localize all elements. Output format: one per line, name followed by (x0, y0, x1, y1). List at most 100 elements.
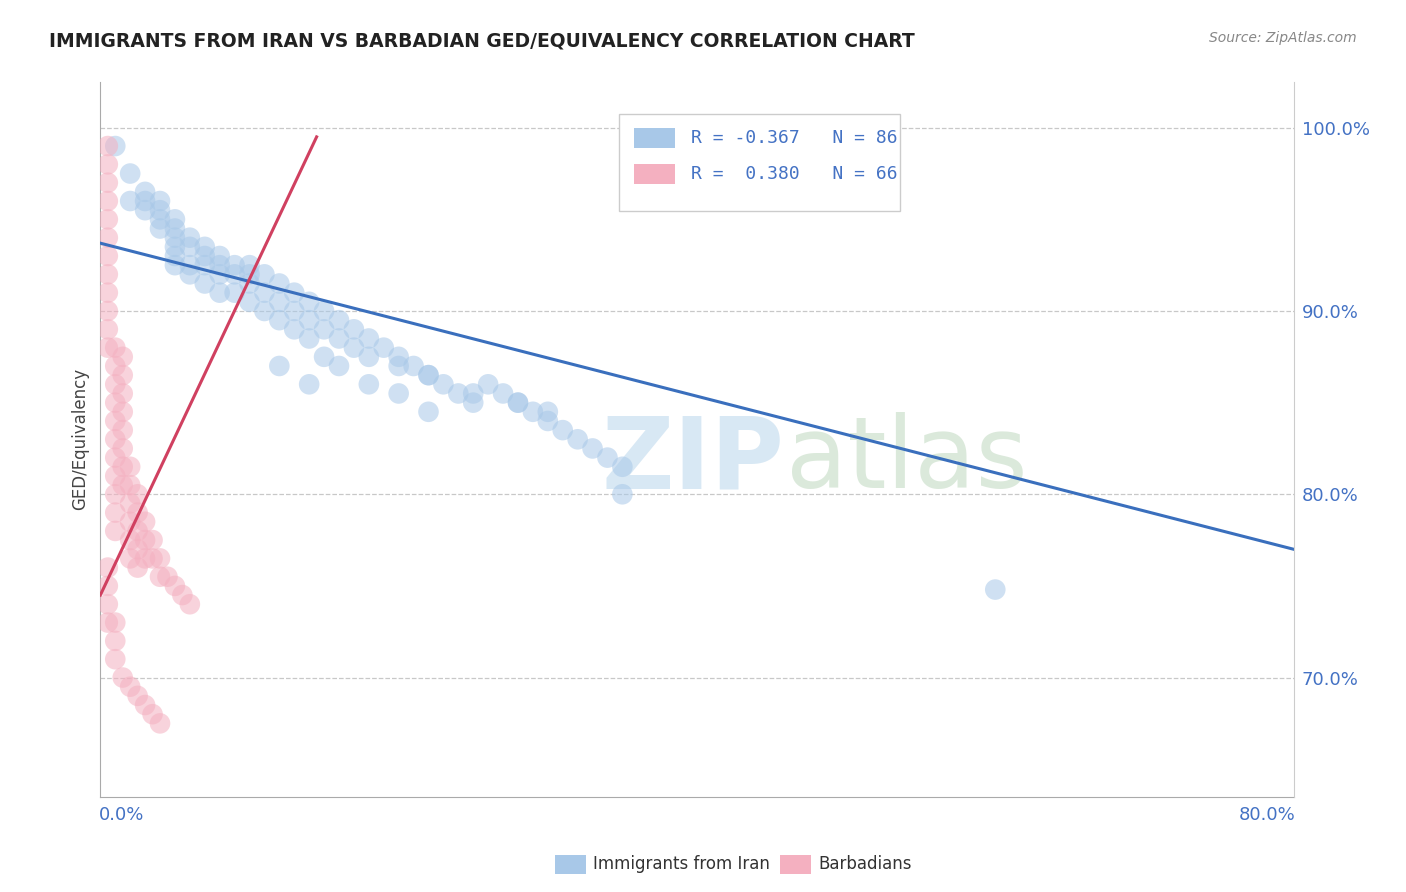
Point (388, 359, 411, 373)
Point (127, 506, 149, 520)
Point (402, 359, 425, 373)
Point (127, 542, 149, 557)
Point (111, 459, 134, 474)
Point (522, 405, 544, 419)
Point (492, 386, 515, 401)
Point (238, 277, 260, 291)
Point (418, 368, 440, 383)
Point (149, 221, 172, 235)
Point (149, 716, 172, 731)
Point (357, 350, 380, 364)
Point (134, 551, 156, 566)
Point (328, 331, 350, 345)
Point (104, 506, 127, 520)
Point (97, 139, 120, 153)
Point (269, 359, 291, 373)
Point (104, 450, 127, 465)
Point (120, 496, 142, 510)
Point (208, 268, 231, 282)
Point (149, 203, 172, 218)
Point (120, 167, 142, 181)
Point (111, 368, 134, 383)
Point (208, 285, 231, 300)
Point (612, 459, 634, 474)
Point (149, 551, 172, 566)
Point (97, 194, 120, 208)
Point (104, 341, 127, 355)
Point (298, 331, 321, 345)
Point (194, 249, 217, 263)
Point (97, 285, 120, 300)
Point (111, 478, 134, 492)
Point (343, 341, 366, 355)
Point (312, 304, 335, 318)
Point (120, 533, 142, 547)
Point (163, 240, 186, 254)
Point (134, 185, 156, 199)
Point (447, 386, 470, 401)
Point (104, 139, 127, 153)
Point (283, 285, 305, 300)
Point (551, 423, 574, 437)
Point (432, 377, 454, 392)
Point (418, 368, 440, 383)
Point (298, 313, 321, 327)
Point (463, 395, 485, 409)
Point (104, 524, 127, 538)
Point (283, 322, 305, 336)
Point (120, 194, 142, 208)
Text: ZIP: ZIP (602, 412, 785, 509)
Point (208, 258, 231, 272)
Point (477, 377, 499, 392)
Point (149, 194, 172, 208)
Point (120, 551, 142, 566)
Point (134, 203, 156, 218)
Text: R =  0.380   N = 66: R = 0.380 N = 66 (690, 165, 897, 183)
Point (111, 442, 134, 456)
Point (149, 212, 172, 227)
Y-axis label: GED/Equivalency: GED/Equivalency (72, 368, 89, 510)
Point (97, 597, 120, 611)
Point (104, 633, 127, 648)
Point (179, 240, 201, 254)
Point (134, 515, 156, 529)
FancyBboxPatch shape (634, 164, 675, 184)
Point (111, 350, 134, 364)
Point (238, 268, 260, 282)
Point (104, 469, 127, 483)
Point (149, 570, 172, 584)
Point (104, 395, 127, 409)
Point (224, 285, 246, 300)
Point (418, 405, 440, 419)
Text: R = -0.367   N = 86: R = -0.367 N = 86 (690, 129, 897, 147)
Point (97, 176, 120, 190)
Text: Immigrants from Iran: Immigrants from Iran (593, 855, 770, 873)
Point (97, 322, 120, 336)
Point (298, 294, 321, 309)
Point (328, 359, 350, 373)
Point (97, 212, 120, 227)
Point (238, 258, 260, 272)
Point (567, 432, 589, 446)
Point (104, 615, 127, 630)
Point (127, 487, 149, 501)
Point (142, 551, 165, 566)
Point (104, 359, 127, 373)
Point (298, 377, 321, 392)
Point (283, 304, 305, 318)
Point (163, 579, 186, 593)
Point (134, 698, 156, 712)
Point (120, 478, 142, 492)
Point (104, 414, 127, 428)
Point (97, 268, 120, 282)
Point (111, 405, 134, 419)
Point (537, 414, 560, 428)
Point (111, 671, 134, 685)
FancyBboxPatch shape (620, 114, 900, 211)
Point (269, 294, 291, 309)
Point (120, 680, 142, 694)
Point (506, 395, 529, 409)
Point (97, 341, 120, 355)
Point (111, 386, 134, 401)
Point (156, 570, 179, 584)
